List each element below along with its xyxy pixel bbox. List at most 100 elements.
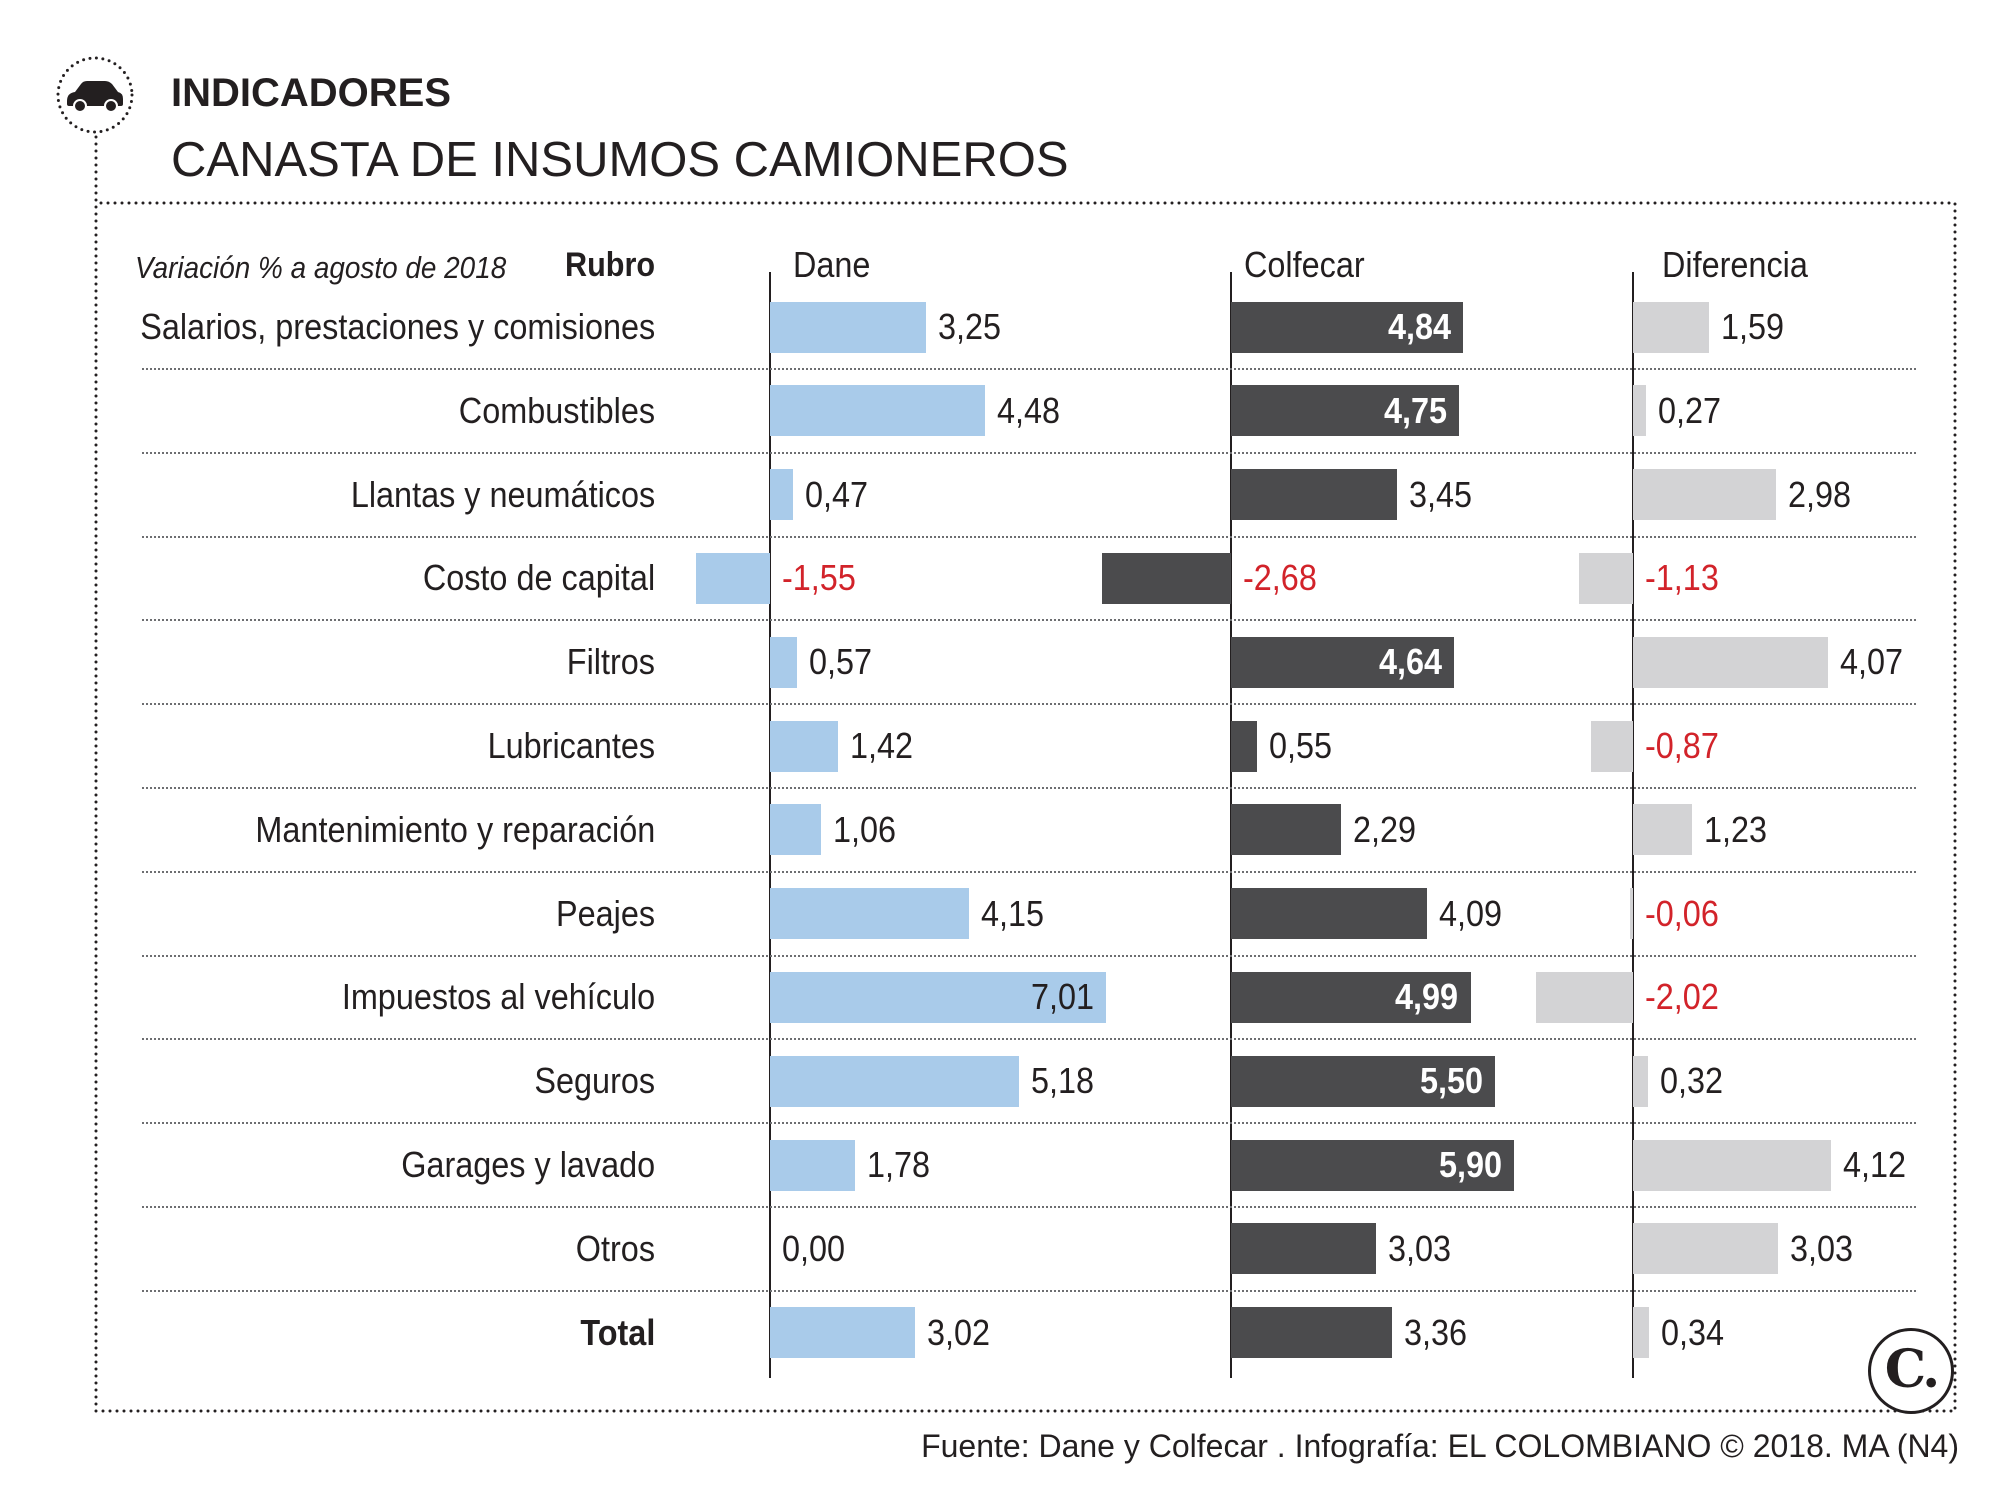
value-label-diferencia-combustibles: 0,27 (1657, 389, 1722, 431)
bar-diferencia-combustibles (1633, 385, 1646, 437)
row-separator (142, 870, 1916, 873)
bar-diferencia-salarios-prestaciones-y-comisiones (1633, 301, 1710, 353)
value-label-diferencia-lubricantes: -0,87 (1645, 725, 1719, 766)
value-label-diferencia-total: 0,34 (1661, 1311, 1725, 1353)
bar-diferencia-otros (1633, 1223, 1779, 1275)
value-label-diferencia-otros: 3,03 (1790, 1227, 1854, 1269)
bar-colfecar-peajes (1231, 888, 1428, 940)
bar-diferencia-peajes (1630, 888, 1633, 940)
bar-dane-impuestos-al-vehiculo (770, 971, 1107, 1023)
value-label-dane-garages-y-lavado: 1,78 (867, 1144, 931, 1185)
value-label-dane-impuestos-al-vehiculo: 7,01 (1031, 976, 1095, 1018)
value-label-dane-otros: 0,00 (782, 1227, 846, 1269)
row-separator (142, 786, 1916, 789)
row-separator (142, 367, 1916, 370)
bar-dane-peajes (770, 888, 970, 940)
row-separator (142, 535, 1916, 538)
value-label-dane-lubricantes: 1,42 (850, 725, 914, 766)
value-label-colfecar-impuestos-al-vehiculo: 4,99 (1395, 976, 1459, 1018)
bar-diferencia-filtros (1633, 636, 1829, 688)
value-label-colfecar-lubricantes: 0,55 (1269, 725, 1333, 766)
bar-diferencia-total (1633, 1307, 1650, 1359)
value-label-colfecar-peajes: 4,09 (1439, 892, 1503, 934)
bar-colfecar-total (1231, 1307, 1393, 1359)
row-separator (142, 1205, 1916, 1208)
bar-colfecar-otros (1231, 1223, 1377, 1275)
category-label-impuestos-al-vehiculo: Impuestos al vehículo (341, 976, 655, 1018)
bar-dane-filtros (770, 636, 798, 688)
value-label-diferencia-garages-y-lavado: 4,12 (1842, 1144, 1906, 1185)
bar-colfecar-lubricantes (1231, 720, 1258, 772)
bar-diferencia-costo-de-capital (1578, 552, 1633, 604)
car-icon (56, 56, 134, 134)
row-separator (142, 1122, 1916, 1125)
value-label-dane-filtros: 0,57 (809, 641, 873, 683)
value-label-dane-peajes: 4,15 (981, 892, 1045, 934)
category-label-total: Total (580, 1311, 655, 1353)
value-label-colfecar-seguros: 5,50 (1419, 1060, 1483, 1102)
section-kicker: INDICADORES (171, 71, 452, 115)
bar-colfecar-seguros (1231, 1055, 1495, 1107)
bar-colfecar-mantenimiento-y-reparacion (1231, 804, 1341, 856)
row-separator (142, 954, 1916, 957)
series-header-diferencia: Diferencia (1662, 244, 1808, 285)
row-separator (142, 619, 1916, 622)
value-label-dane-llantas-y-neumaticos: 0,47 (804, 473, 868, 515)
bar-diferencia-impuestos-al-vehiculo (1536, 971, 1633, 1023)
bar-dane-garages-y-lavado (770, 1139, 856, 1191)
bar-colfecar-impuestos-al-vehiculo (1231, 971, 1471, 1023)
publisher-logo: C. (1868, 1328, 1954, 1414)
category-label-mantenimiento-y-reparacion: Mantenimiento y reparación (255, 808, 655, 850)
category-label-llantas-y-neumaticos: Llantas y neumáticos (350, 473, 655, 515)
category-label-seguros: Seguros (534, 1060, 655, 1102)
category-label-salarios-prestaciones-y-comisiones: Salarios, prestaciones y comisiones (139, 306, 655, 347)
value-label-colfecar-otros: 3,03 (1388, 1227, 1452, 1269)
value-label-colfecar-combustibles: 4,75 (1383, 389, 1447, 431)
logo-mark: C. (1884, 1339, 1941, 1400)
bar-dane-total (770, 1307, 915, 1359)
bar-diferencia-garages-y-lavado (1633, 1139, 1831, 1191)
value-label-colfecar-costo-de-capital: -2,68 (1243, 557, 1317, 599)
bar-colfecar-garages-y-lavado (1231, 1139, 1515, 1191)
value-label-colfecar-mantenimiento-y-reparacion: 2,29 (1352, 808, 1416, 850)
bar-dane-costo-de-capital (695, 552, 770, 604)
bar-colfecar-llantas-y-neumaticos (1231, 469, 1397, 521)
row-separator (142, 1038, 1916, 1041)
value-label-dane-mantenimiento-y-reparacion: 1,06 (832, 808, 896, 850)
value-label-colfecar-garages-y-lavado: 5,90 (1439, 1144, 1503, 1185)
row-separator (142, 451, 1916, 454)
category-label-combustibles: Combustibles (458, 389, 655, 431)
value-label-dane-total: 3,02 (926, 1311, 991, 1353)
bar-diferencia-mantenimiento-y-reparacion (1633, 804, 1693, 856)
bar-dane-combustibles (770, 385, 986, 437)
category-label-peajes: Peajes (555, 892, 655, 934)
value-label-diferencia-impuestos-al-vehiculo: -2,02 (1645, 976, 1719, 1018)
bar-dane-salarios-prestaciones-y-comisiones (770, 301, 926, 353)
value-label-diferencia-mantenimiento-y-reparacion: 1,23 (1704, 808, 1768, 850)
value-label-dane-salarios-prestaciones-y-comisiones: 3,25 (938, 306, 1002, 347)
value-label-colfecar-llantas-y-neumaticos: 3,45 (1408, 473, 1472, 515)
page-title: CANASTA DE INSUMOS CAMIONEROS (171, 133, 1069, 187)
bar-colfecar-combustibles (1231, 385, 1459, 437)
category-label-costo-de-capital: Costo de capital (422, 557, 655, 599)
category-label-otros: Otros (575, 1227, 655, 1269)
category-label-filtros: Filtros (566, 641, 655, 683)
car-wheel (104, 99, 118, 113)
series-header-colfecar: Colfecar (1244, 244, 1365, 285)
category-label-garages-y-lavado: Garages y lavado (401, 1144, 655, 1185)
bar-dane-seguros (770, 1055, 1019, 1107)
bar-colfecar-salarios-prestaciones-y-comisiones (1231, 301, 1464, 353)
bar-colfecar-costo-de-capital (1102, 552, 1231, 604)
value-label-diferencia-peajes: -0,06 (1645, 892, 1719, 934)
value-label-colfecar-filtros: 4,64 (1378, 641, 1442, 683)
row-separator (142, 703, 1916, 706)
bar-diferencia-lubricantes (1591, 720, 1633, 772)
value-label-dane-seguros: 5,18 (1030, 1060, 1094, 1102)
value-label-diferencia-costo-de-capital: -1,13 (1645, 557, 1719, 599)
value-label-dane-combustibles: 4,48 (997, 389, 1061, 431)
bar-diferencia-seguros (1633, 1055, 1649, 1107)
value-label-diferencia-filtros: 4,07 (1840, 641, 1904, 683)
category-header: Rubro (564, 246, 655, 284)
value-label-diferencia-seguros: 0,32 (1660, 1060, 1724, 1102)
